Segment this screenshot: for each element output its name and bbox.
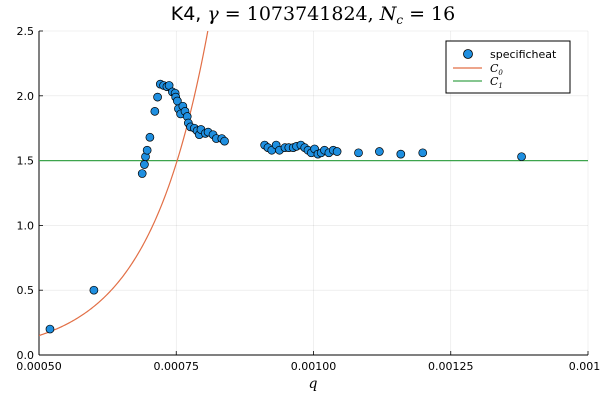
legend-c0-subscript: 0 [498, 69, 503, 77]
legend-label-c0: C0 [490, 62, 503, 77]
legend: specificheat C0 C1 [445, 40, 571, 94]
series-lines [39, 31, 588, 337]
specificheat-point [354, 148, 363, 158]
chart-title: K4, γ = 1073741824, Nc = 16 [171, 3, 456, 27]
specificheat-point [517, 152, 526, 162]
title-gamma-value: = 1073741824, [219, 3, 380, 25]
title-n-subscript: c [396, 13, 403, 27]
specificheat-point [375, 147, 384, 156]
specificheat-point [140, 160, 149, 169]
title-prefix: K4, [171, 3, 208, 25]
specificheat-point [145, 132, 155, 142]
x-axis-label: q [309, 376, 318, 392]
specificheat-point [150, 107, 160, 116]
legend-label-specificheat: specificheat [490, 48, 557, 61]
title-gamma-symbol: γ [207, 3, 219, 25]
title-n-symbol: N [379, 3, 398, 25]
title-n-value: = 16 [403, 3, 455, 25]
legend-box [445, 40, 571, 94]
specificheat-point [137, 169, 147, 178]
y-tick-label: 0.5 [17, 284, 35, 297]
x-tick-label: 0.00100 [291, 360, 337, 373]
tick-labels: 0.00050 0.00075 0.00100 0.00125 0.0015 0.0 0.5… [16, 25, 600, 373]
specificheat-point [45, 324, 55, 334]
y-tick-label: 2.5 [17, 25, 35, 38]
legend-c0-symbol: C [490, 62, 499, 75]
specificheat-point [153, 92, 162, 102]
x-tick-label: 0.00050 [16, 360, 62, 373]
specificheat-point [396, 149, 406, 159]
x-tick-label: 0.0015 [569, 360, 600, 373]
y-tick-label: 1.0 [17, 219, 35, 232]
series-c0-curve [39, 31, 209, 337]
specificheat-point [89, 285, 99, 295]
x-tick-label: 0.00125 [428, 360, 474, 373]
specificheat-point [332, 147, 342, 156]
legend-c1-subscript: 1 [498, 82, 502, 90]
y-tick-label: 2.0 [17, 90, 35, 103]
specificheat-point [142, 145, 152, 155]
y-tick-label: 1.5 [17, 155, 35, 168]
series-points [45, 79, 526, 334]
specificheat-point [220, 136, 229, 146]
legend-label-c1: C1 [490, 75, 503, 90]
x-tick-label: 0.00075 [154, 360, 200, 373]
y-tick-label: 0.0 [17, 349, 35, 362]
legend-marker-specificheat [463, 49, 473, 59]
legend-c1-symbol: C [490, 75, 499, 88]
axes [38, 30, 589, 356]
specificheat-point [418, 148, 428, 158]
